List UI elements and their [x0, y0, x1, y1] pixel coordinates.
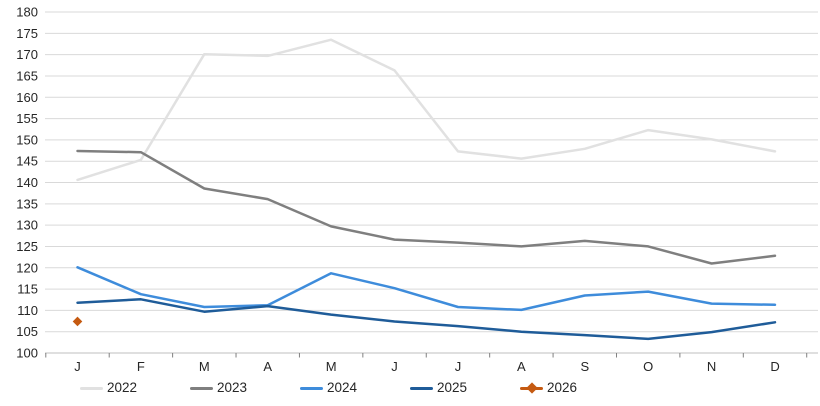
y-axis-tick-label: 110	[17, 303, 38, 318]
legend-swatch-2022	[80, 384, 103, 392]
legend-line-swatch	[410, 386, 433, 390]
legend-swatch-2025	[410, 384, 433, 392]
x-axis-month-label: F	[137, 359, 145, 374]
y-axis-tick-label: 115	[17, 282, 38, 297]
x-axis-month-label: M	[326, 359, 337, 374]
legend-line-swatch	[190, 386, 213, 390]
legend-label-2026: 2026	[547, 380, 578, 395]
y-axis-tick-label: 160	[16, 90, 38, 105]
y-axis-tick-label: 135	[16, 196, 38, 211]
y-axis-tick-label: 125	[16, 239, 38, 254]
y-axis-tick-label: 150	[16, 132, 38, 147]
y-axis-tick-label: 105	[16, 324, 38, 339]
legend-line-swatch	[80, 386, 103, 390]
y-axis-tick-label: 145	[16, 154, 38, 169]
x-axis-month-label: D	[770, 359, 779, 374]
series-line-2023	[76, 149, 777, 265]
y-axis-tick-label: 140	[16, 175, 38, 190]
legend-line-swatch	[300, 386, 323, 390]
series-line-2024	[76, 266, 777, 312]
y-axis-tick-label: 155	[16, 111, 38, 126]
legend-item-2024: 2024	[300, 378, 357, 398]
legend: 2022 2023 2024 2025 2026	[0, 378, 820, 402]
legend-item-2026: 2026	[520, 378, 577, 398]
x-axis-month-label: J	[74, 359, 81, 374]
legend-label-2023: 2023	[217, 380, 248, 395]
x-axis-month-label: J	[455, 359, 462, 374]
series-line-2022	[76, 38, 777, 182]
y-axis-tick-label: 165	[16, 68, 38, 83]
legend-swatch-2024	[300, 384, 323, 392]
x-axis-month-label: M	[199, 359, 210, 374]
legend-item-2022: 2022	[80, 378, 137, 398]
diamond-marker-icon	[525, 382, 538, 394]
x-axis-month-label: O	[643, 359, 653, 374]
x-axis-month-label: A	[263, 359, 272, 374]
legend-swatch-2023	[190, 384, 213, 392]
legend-item-2023: 2023	[190, 378, 247, 398]
legend-item-2025: 2025	[410, 378, 467, 398]
x-axis-month-label: N	[707, 359, 716, 374]
x-axis-month-label: S	[580, 359, 589, 374]
y-axis-tick-label: 180	[16, 5, 38, 20]
legend-label-2022: 2022	[107, 380, 138, 395]
legend-label-2024: 2024	[327, 380, 358, 395]
y-axis-tick-label: 170	[16, 47, 38, 62]
series-marker-diamond-2026	[72, 316, 83, 327]
x-axis-month-label: J	[391, 359, 398, 374]
y-axis-tick-label: 175	[16, 26, 38, 41]
y-axis-tick-label: 130	[16, 218, 38, 233]
series-line-2025	[76, 298, 777, 341]
legend-label-2025: 2025	[437, 380, 468, 395]
plot-svg: 100 105 110 115 120 125 130 135 140 145 150 155 160 1…	[16, 5, 818, 374]
y-axis-tick-label: 100	[16, 346, 38, 361]
x-axis-month-label: A	[517, 359, 526, 374]
legend-swatch-2026	[520, 382, 543, 394]
y-axis-tick-label: 120	[16, 260, 38, 275]
